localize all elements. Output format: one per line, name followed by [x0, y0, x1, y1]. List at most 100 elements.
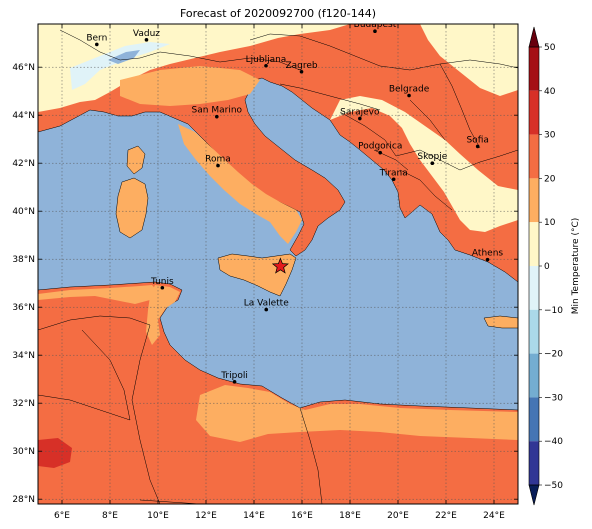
colorbar-segment	[529, 309, 539, 354]
colorbar-segment	[529, 353, 539, 398]
y-tick-label: 38°N	[12, 255, 35, 265]
alps-cold-zone	[70, 42, 170, 90]
x-tick-label: 16°E	[291, 511, 313, 521]
city-label: Zagreb	[285, 61, 317, 71]
city-dot	[215, 114, 219, 119]
city-label: Belgrade	[389, 85, 430, 95]
city-label: Skopje	[417, 152, 447, 162]
map-title: Forecast of 2020092700 (f120-144)	[179, 7, 377, 20]
city-dot	[232, 380, 237, 384]
city-dot	[358, 116, 362, 121]
city-dot	[95, 42, 99, 47]
x-tick-label: 22°E	[435, 511, 457, 521]
city-dot	[373, 29, 377, 33]
colorbar-segment	[529, 178, 539, 223]
x-tick-label: 14°E	[243, 511, 265, 521]
city-dot	[216, 163, 220, 168]
lake-geneva	[108, 50, 140, 64]
colorbar-segment	[529, 90, 539, 135]
city-dot	[391, 177, 396, 182]
x-tick-label: 12°E	[195, 511, 217, 521]
x-tick-label: 24°E	[483, 511, 505, 521]
x-tick-label: 8°E	[102, 511, 118, 521]
city-label: San Marino	[192, 106, 243, 116]
balkan-cool-zone	[330, 96, 518, 232]
y-tick-label: 28°N	[12, 495, 35, 505]
colorbar-tick-label: 10	[544, 218, 556, 228]
y-tick-label: 34°N	[12, 351, 35, 361]
colorbar-tick-label: 20	[544, 174, 556, 184]
city-label: Podgorica	[358, 142, 402, 152]
colorbar-extend-max	[528, 26, 540, 48]
city-label: Budapest	[354, 20, 397, 30]
city-label: Tunis	[150, 277, 174, 287]
colorbar-tick-label: −50	[544, 481, 563, 491]
x-tick-label: 20°E	[387, 511, 409, 521]
colorbar-tick-label: 30	[544, 131, 556, 141]
city-dot	[160, 285, 165, 290]
italy-appennine-zone	[178, 124, 302, 244]
y-tick-label: 42°N	[12, 159, 35, 169]
colorbar-extend-min	[528, 484, 540, 506]
hot-spot-sahara	[38, 438, 72, 468]
colorbar-label: Min Temperature (°C)	[571, 218, 581, 315]
x-tick-label: 18°E	[339, 511, 361, 521]
city-dot	[144, 38, 149, 42]
city-label: Tirana	[379, 168, 408, 178]
corsica-island	[126, 145, 146, 175]
city-label: Tripoli	[220, 371, 248, 381]
city-dot	[299, 69, 304, 74]
tunisia-coast-zone	[146, 285, 180, 345]
y-tick-label: 32°N	[12, 399, 35, 409]
axis-layer: 6°E 8°E 10°E 12°E 14°E 16°E 18°E 20°E 22°E 24°E 46…	[12, 24, 518, 521]
city-dot	[407, 93, 411, 98]
y-tick-label: 40°N	[12, 207, 35, 217]
city-label: Athens	[472, 249, 503, 259]
city-label: Ljubljana	[246, 55, 287, 65]
colorbar-tick-label: 40	[544, 87, 556, 97]
city-label: Roma	[205, 155, 231, 165]
colorbar-tick-label: −30	[544, 393, 563, 403]
graticule	[38, 24, 518, 504]
colorbar-segment	[529, 441, 539, 485]
city-label: La Valette	[244, 299, 289, 309]
colorbar-tick-label: 50	[544, 43, 556, 53]
x-tick-label: 10°E	[147, 511, 169, 521]
x-tick-label: 6°E	[54, 511, 70, 521]
libya-coast-zone	[196, 385, 518, 442]
y-tick-label: 36°N	[12, 303, 35, 313]
city-dot	[430, 161, 435, 165]
sardinia-island	[115, 177, 149, 239]
y-tick-label: 46°N	[12, 63, 35, 73]
crete-island	[483, 315, 518, 329]
city-label: Vaduz	[133, 29, 160, 39]
country-borders	[38, 29, 518, 504]
city-dot	[378, 150, 383, 155]
colorbar-tick-label: 0	[544, 262, 550, 272]
y-tick-label: 44°N	[12, 111, 35, 121]
city-dot	[475, 144, 480, 149]
colorbar-segment	[529, 222, 539, 266]
city-dot	[485, 257, 490, 262]
city-label: Bern	[86, 33, 107, 43]
y-tick-label: 30°N	[12, 447, 35, 457]
alps-cool-zone	[38, 24, 350, 112]
colorbar-segment	[529, 397, 539, 442]
city-dot	[264, 63, 268, 68]
map-frame	[37, 23, 519, 505]
colorbar: 50 40 30 20 10 0 −10 −20 −30 −40 −50	[528, 26, 563, 506]
po-valley-warm	[120, 66, 260, 106]
city-label: Sofia	[466, 135, 488, 145]
colorbar-tick-label: −40	[544, 437, 563, 447]
africa-coast-zone	[38, 285, 158, 304]
colorbar-tick-label: −20	[544, 350, 563, 360]
colorbar-tick-label: −10	[544, 306, 563, 316]
city-label: Sarajevo	[340, 108, 380, 118]
city-dot	[264, 307, 269, 312]
colorbar-segment	[529, 266, 539, 310]
star-marker	[271, 257, 289, 274]
colorbar-segment	[529, 47, 539, 91]
